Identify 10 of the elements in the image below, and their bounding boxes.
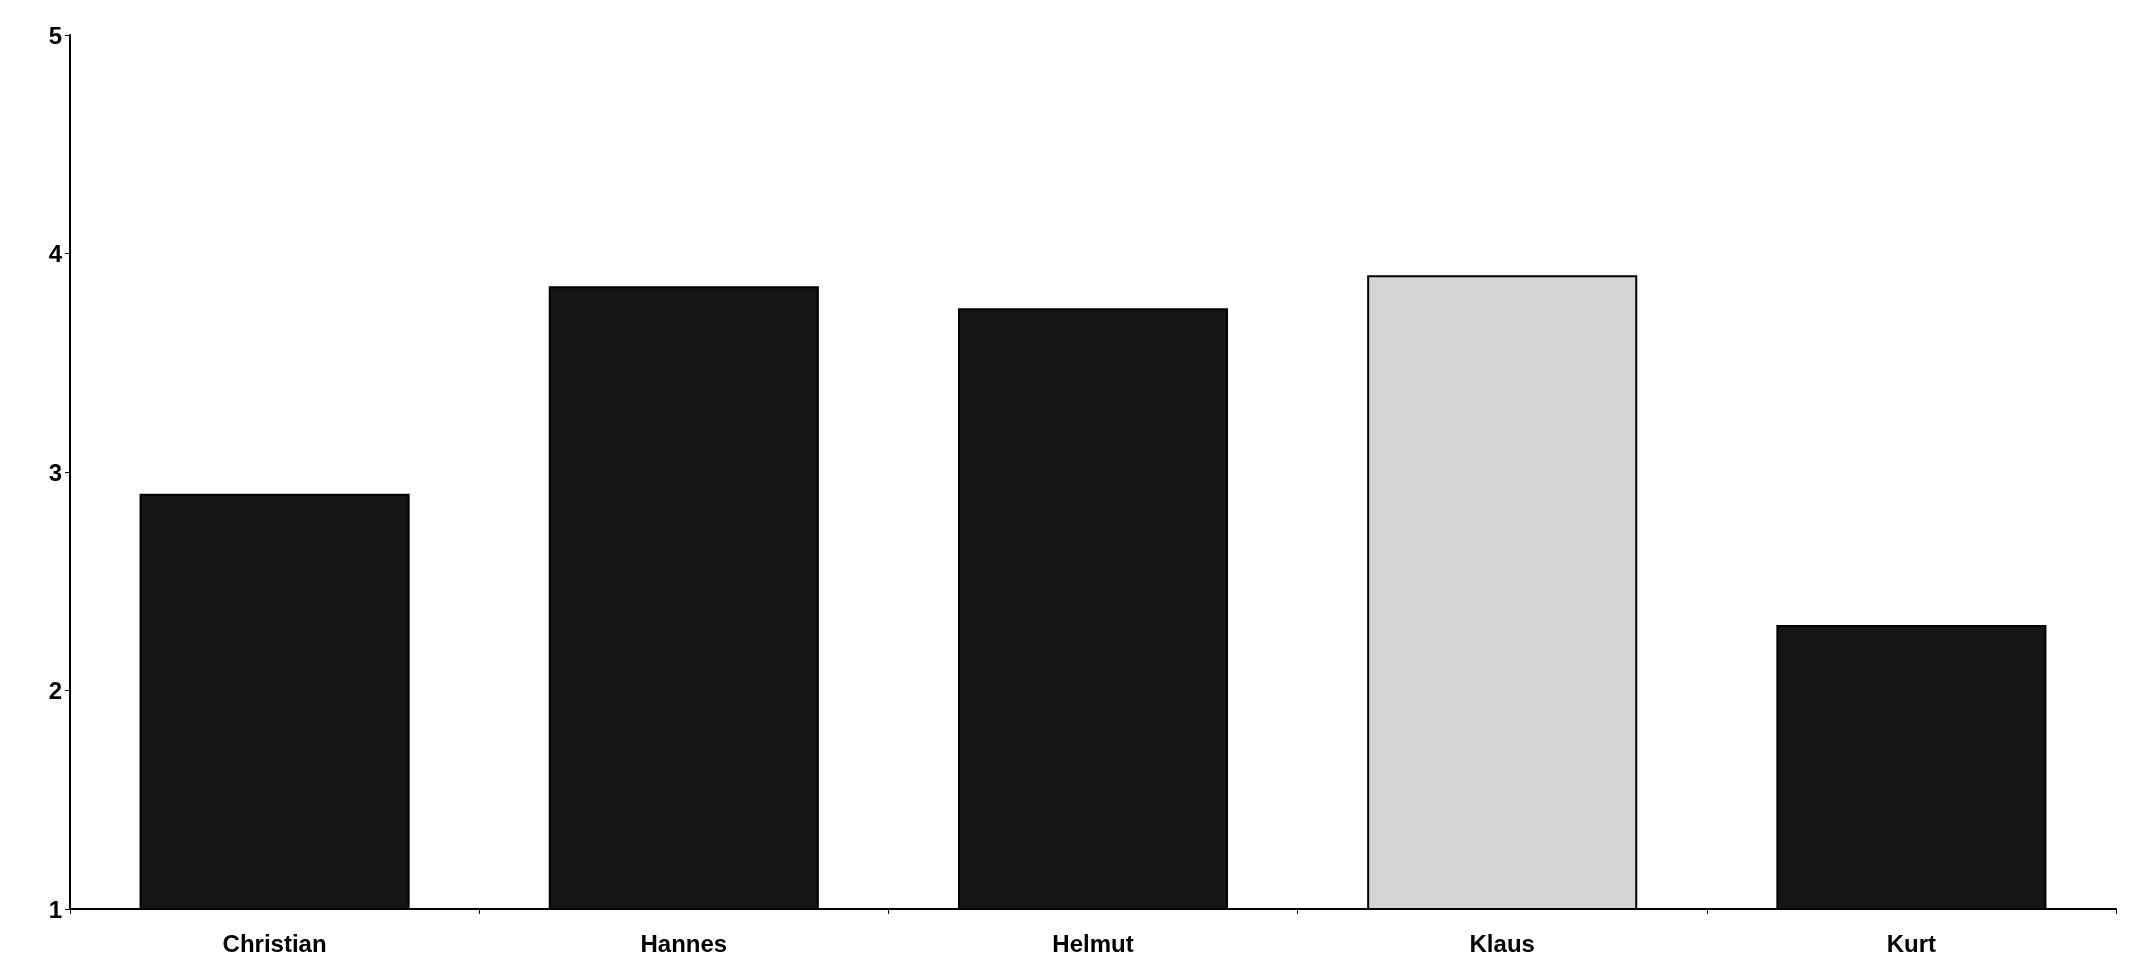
y-tick-label: 3 (48, 458, 62, 486)
y-tick-label: 1 (48, 895, 62, 923)
x-tick-label: Kurt (1886, 929, 1937, 957)
y-tick-label: 4 (48, 240, 63, 267)
y-tick-label: 5 (48, 21, 62, 49)
y-tick-label: 2 (48, 677, 62, 704)
x-tick-label: Christian (222, 929, 327, 957)
x-tick-label: Hannes (640, 929, 728, 957)
x-tick-label: Klaus (1469, 929, 1535, 957)
x-tick-label: Helmut (1052, 929, 1134, 957)
